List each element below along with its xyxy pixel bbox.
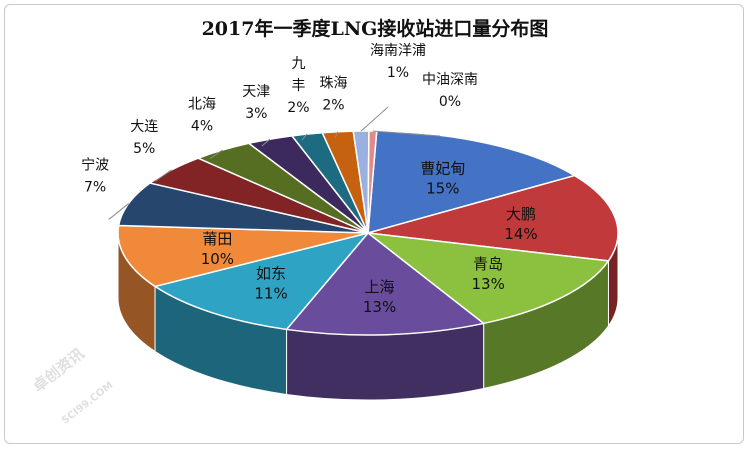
slice-9-value-label: 4% (191, 118, 213, 134)
slice-8-leader-line (155, 169, 173, 182)
slice-7-label: 宁波 (81, 156, 109, 173)
slice-1-value-label: 15% (426, 180, 459, 198)
slice-11-label: 九 (291, 56, 305, 72)
slice-8-value-label: 5% (133, 141, 155, 157)
slice-4-value-label: 13% (363, 298, 396, 316)
slice-14-label: 中油深南 (422, 72, 478, 88)
slice-9-leader-line (210, 149, 223, 159)
pie-side-walls (117, 232, 619, 401)
slice-8-label: 大连 (130, 119, 158, 135)
slice-12-label: 珠海 (319, 76, 347, 92)
slice-14-leader-line (372, 130, 441, 137)
slice-1-top (367, 130, 577, 235)
slice-10-leader-line (261, 138, 271, 147)
slice-13-leader-line (360, 106, 389, 132)
pie-top (117, 130, 619, 336)
slice-14-value-label: 0% (439, 94, 461, 110)
slice-11-value-label: 2% (287, 100, 309, 116)
slice-10-value-label: 3% (245, 106, 267, 122)
slice-13-label: 海南洋浦 (370, 43, 426, 59)
chart-title: 2017年一季度LNG接收站进口量分布图 (201, 18, 549, 40)
slice-2-label: 大鹏 (506, 205, 536, 223)
slice-4-label: 上海 (365, 278, 395, 296)
slice-6-label: 莆田 (202, 230, 232, 248)
slice-5-value-label: 11% (254, 284, 287, 302)
slice-3-label: 青岛 (473, 255, 503, 273)
pie-labels: 曹妃甸 15% 大鹏 14%青岛 13% 上海 13% 如东 11% 莆田 10% 宁波 7% 大连 5% 北… (81, 43, 538, 316)
slice-11-leader-line (301, 133, 308, 141)
slice-5-label: 如东 (256, 264, 286, 282)
slice-13-value-label: 1% (387, 65, 409, 81)
slice-1-label: 曹妃甸 (420, 160, 465, 178)
slice-12-leader-line (334, 131, 339, 138)
slice-6-value-label: 10% (201, 250, 234, 268)
slice-9-label: 北海 (188, 96, 216, 112)
slice-5-top (153, 231, 371, 331)
slice-7-value-label: 7% (84, 179, 106, 195)
slice-3-top (365, 231, 610, 325)
slice-3-value-label: 13% (472, 275, 505, 293)
slice-4-top (285, 231, 486, 336)
slice-6-top (117, 224, 369, 288)
slice-12-value-label: 2% (322, 98, 344, 114)
slice-7-top (117, 182, 369, 234)
slice-2-value-label: 14% (504, 225, 537, 243)
slice-7-leader-line (108, 203, 129, 220)
slice-11-label-2: 丰 (291, 78, 305, 94)
slice-10-label: 天津 (242, 84, 270, 100)
